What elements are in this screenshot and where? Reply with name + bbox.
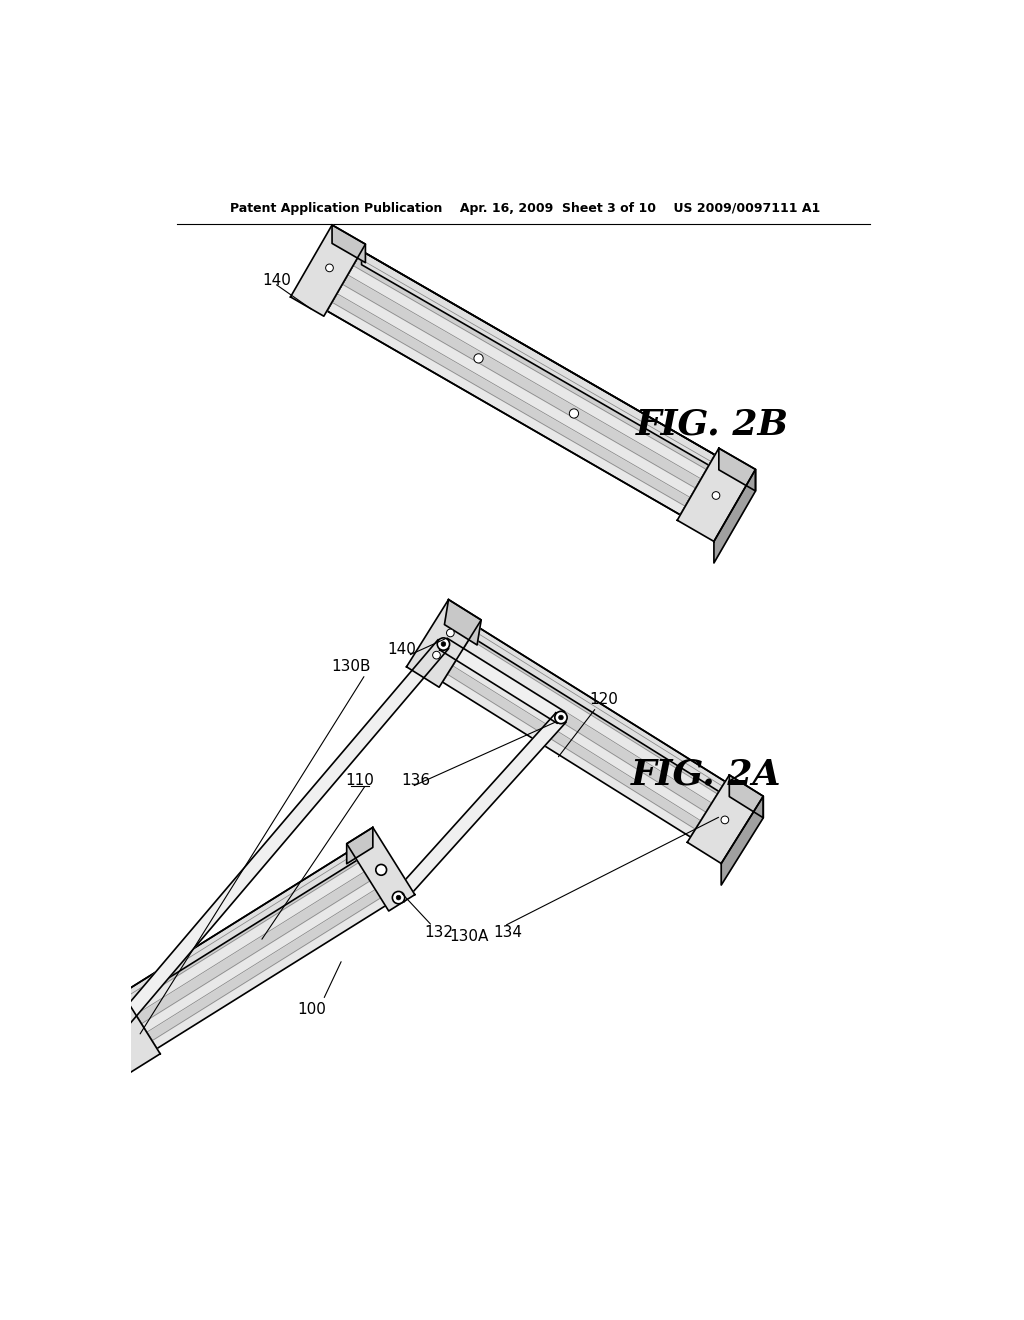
Text: 130B: 130B — [332, 659, 372, 675]
Text: 120: 120 — [590, 692, 618, 708]
Polygon shape — [729, 775, 763, 818]
Polygon shape — [122, 842, 367, 998]
Polygon shape — [361, 251, 715, 469]
Polygon shape — [477, 627, 725, 796]
Polygon shape — [407, 599, 481, 688]
Circle shape — [721, 816, 729, 824]
Text: FIG. 2B: FIG. 2B — [636, 407, 788, 441]
Polygon shape — [347, 828, 373, 863]
Polygon shape — [687, 775, 763, 863]
Text: 132: 132 — [424, 925, 453, 940]
Polygon shape — [474, 627, 725, 787]
Text: 136: 136 — [401, 774, 430, 788]
Polygon shape — [85, 986, 118, 1027]
Text: Patent Application Publication    Apr. 16, 2009  Sheet 3 of 10    US 2009/009711: Patent Application Publication Apr. 16, … — [229, 202, 820, 215]
Polygon shape — [714, 470, 756, 562]
Circle shape — [376, 865, 387, 875]
Polygon shape — [348, 265, 707, 479]
Text: 134: 134 — [494, 925, 522, 940]
Polygon shape — [146, 882, 393, 1040]
Polygon shape — [291, 224, 366, 317]
Polygon shape — [85, 986, 160, 1074]
Polygon shape — [719, 449, 756, 491]
Circle shape — [441, 642, 445, 647]
Circle shape — [474, 354, 483, 363]
Polygon shape — [85, 1007, 128, 1094]
Circle shape — [326, 264, 334, 272]
Polygon shape — [130, 854, 377, 1015]
Polygon shape — [458, 648, 712, 812]
Polygon shape — [342, 275, 701, 488]
Polygon shape — [125, 846, 372, 1006]
Circle shape — [392, 891, 404, 904]
Circle shape — [569, 409, 579, 418]
Circle shape — [559, 715, 563, 719]
Polygon shape — [136, 863, 383, 1024]
Polygon shape — [439, 638, 564, 723]
Circle shape — [712, 491, 720, 499]
Polygon shape — [332, 293, 690, 507]
Text: 140: 140 — [262, 273, 291, 288]
Polygon shape — [447, 665, 700, 829]
Polygon shape — [141, 873, 388, 1032]
Polygon shape — [357, 251, 715, 462]
Text: FIG. 2A: FIG. 2A — [631, 758, 781, 792]
Polygon shape — [347, 828, 415, 911]
Polygon shape — [721, 796, 763, 884]
Circle shape — [446, 630, 455, 636]
Polygon shape — [393, 713, 566, 903]
Polygon shape — [453, 657, 707, 821]
Polygon shape — [442, 675, 695, 837]
Circle shape — [433, 651, 440, 659]
Polygon shape — [337, 284, 695, 498]
Circle shape — [555, 711, 567, 723]
Text: 140: 140 — [387, 642, 416, 657]
Polygon shape — [444, 599, 481, 645]
Circle shape — [437, 638, 450, 651]
Polygon shape — [469, 631, 722, 793]
Polygon shape — [353, 257, 711, 470]
Polygon shape — [332, 224, 366, 263]
Polygon shape — [122, 842, 364, 1007]
Polygon shape — [327, 302, 685, 515]
Polygon shape — [464, 639, 718, 803]
Polygon shape — [327, 251, 715, 515]
Text: 110: 110 — [345, 774, 375, 788]
Polygon shape — [677, 449, 756, 541]
Polygon shape — [118, 640, 449, 1026]
Text: 130A: 130A — [450, 928, 489, 944]
Circle shape — [396, 895, 400, 900]
Polygon shape — [152, 890, 398, 1048]
Text: 100: 100 — [297, 1002, 326, 1016]
